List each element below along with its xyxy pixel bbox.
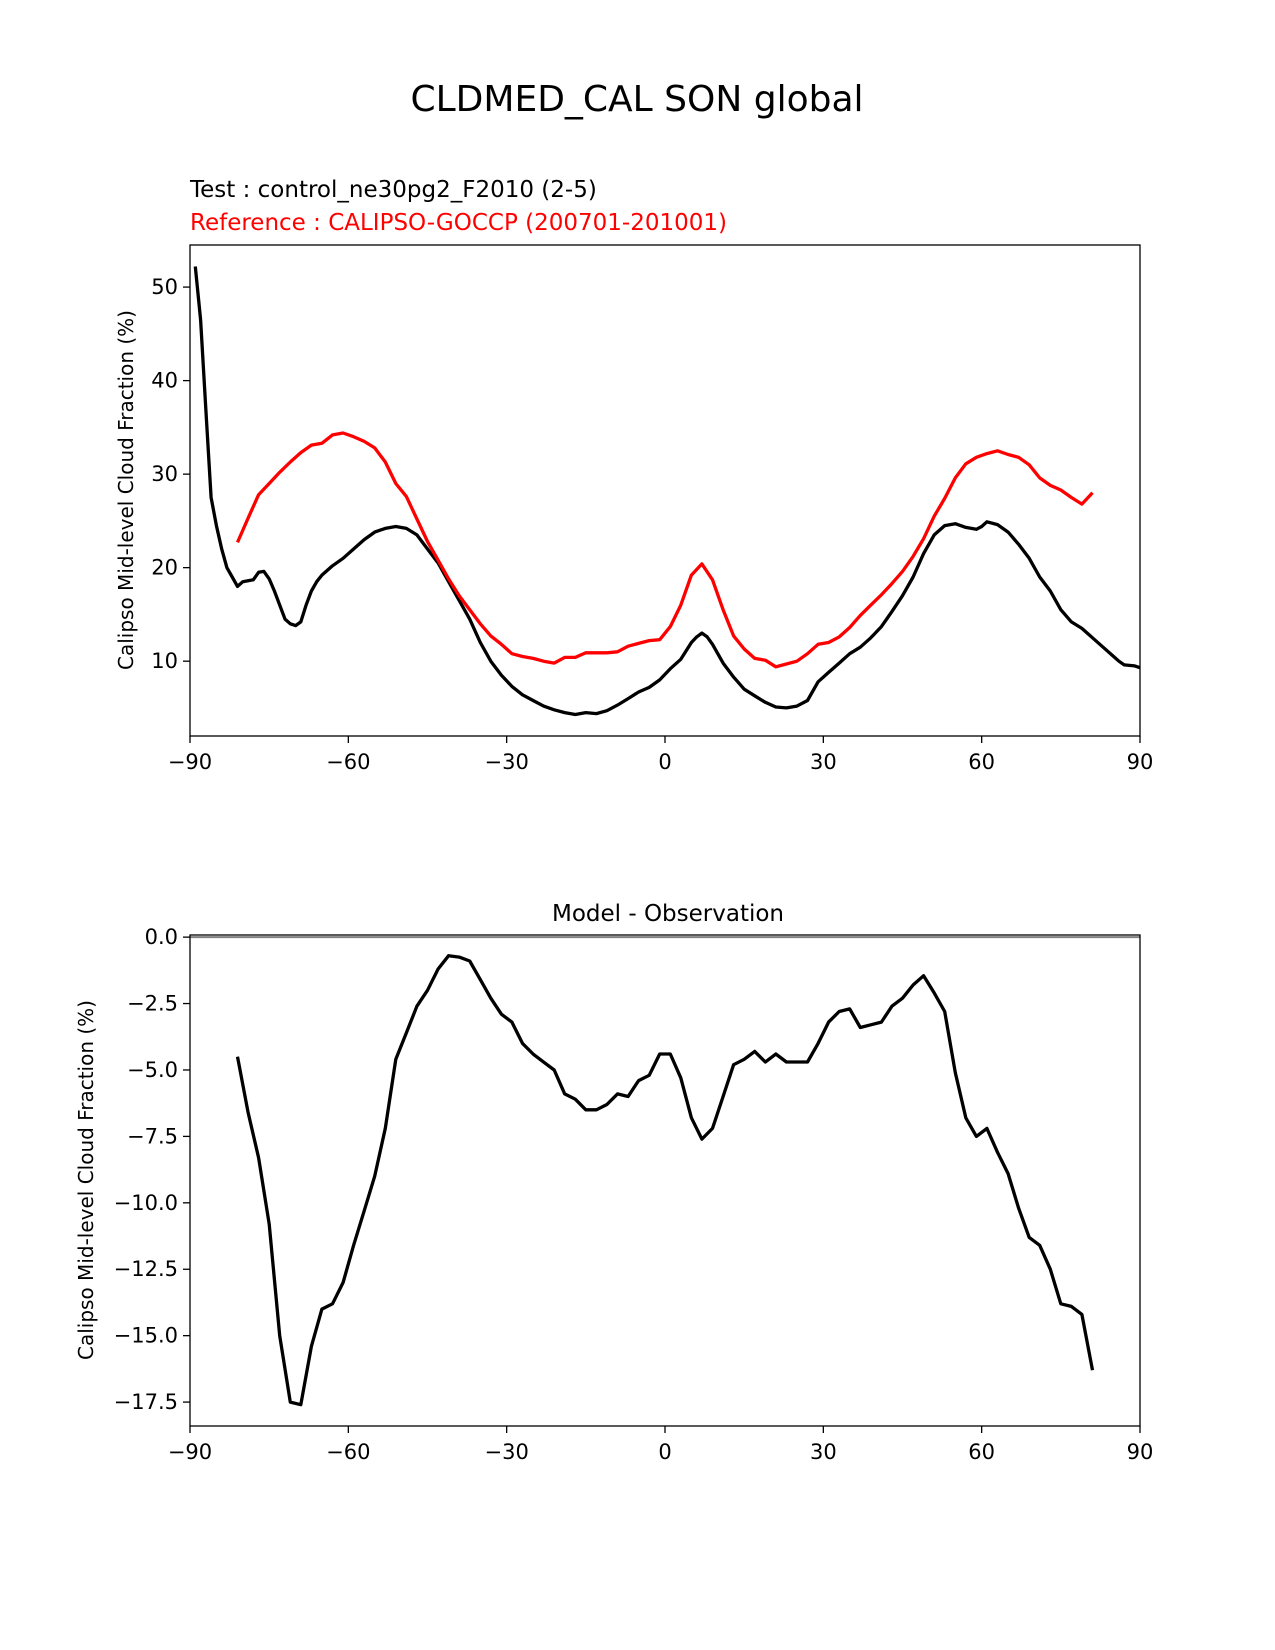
series-line-2 (235, 431, 1094, 669)
figure-title: CLDMED_CAL SON global (410, 79, 863, 120)
x-tick-label: 0 (658, 1440, 671, 1464)
series-line-1 (235, 954, 1095, 1407)
y-tick-label: 10 (151, 649, 178, 673)
y-axis-label: Calipso Mid-level Cloud Fraction (%) (114, 310, 138, 670)
reference-label: Reference : CALIPSO-GOCCP (200701-201001… (190, 210, 727, 236)
y-tick-label: 50 (151, 275, 178, 299)
y-tick-label: −2.5 (127, 992, 178, 1016)
x-tick-label: −60 (326, 1440, 370, 1464)
y-tick-label: 20 (151, 556, 178, 580)
x-tick-label: 60 (968, 750, 995, 774)
plot-frame (189, 244, 1141, 737)
x-tick-label: 30 (810, 750, 837, 774)
top-plot: −90 −60 −30 0 30 60 90 10 20 30 40 50 Calipso Mid-le… (114, 244, 1154, 774)
x-tick-label: −90 (168, 1440, 212, 1464)
y-tick-label: −12.5 (114, 1257, 178, 1281)
x-tick-label: −90 (168, 750, 212, 774)
x-tick-label: 90 (1127, 1440, 1154, 1464)
x-tick-label: −30 (485, 1440, 529, 1464)
test-label: Test : control_ne30pg2_F2010 (2-5) (189, 177, 597, 203)
y-tick-label: −10.0 (114, 1191, 178, 1215)
y-tick-label: −15.0 (114, 1324, 178, 1348)
x-tick-label: −30 (485, 750, 529, 774)
plot-frame (189, 934, 1141, 1427)
y-tick-label: 0.0 (145, 925, 178, 949)
x-tick-label: 0 (658, 750, 671, 774)
y-axis-label: Calipso Mid-level Cloud Fraction (%) (74, 1000, 98, 1360)
bottom-plot: −90 −60 −30 0 30 60 90 0.0 −2.5 −5.0 −7.5 −10.0 −12.… (74, 925, 1153, 1464)
y-tick-label: −7.5 (127, 1124, 178, 1148)
x-tick-label: 90 (1127, 750, 1154, 774)
bottom-panel: Model - Observation −90 −60 −30 0 30 60 900.0−… (74, 901, 1153, 1464)
x-tick-label: −60 (326, 750, 370, 774)
x-tick-label: 30 (810, 1440, 837, 1464)
y-tick-label: 40 (151, 369, 178, 393)
y-tick-label: −5.0 (127, 1058, 178, 1082)
difference-title: Model - Observation (552, 901, 784, 927)
y-tick-label: −17.5 (114, 1390, 178, 1414)
y-tick-label: 30 (151, 462, 178, 486)
series-line-1 (193, 266, 1141, 717)
x-tick-label: 60 (968, 1440, 995, 1464)
top-panel: Test : control_ne30pg2_F2010 (2-5) Refer… (114, 177, 1153, 774)
